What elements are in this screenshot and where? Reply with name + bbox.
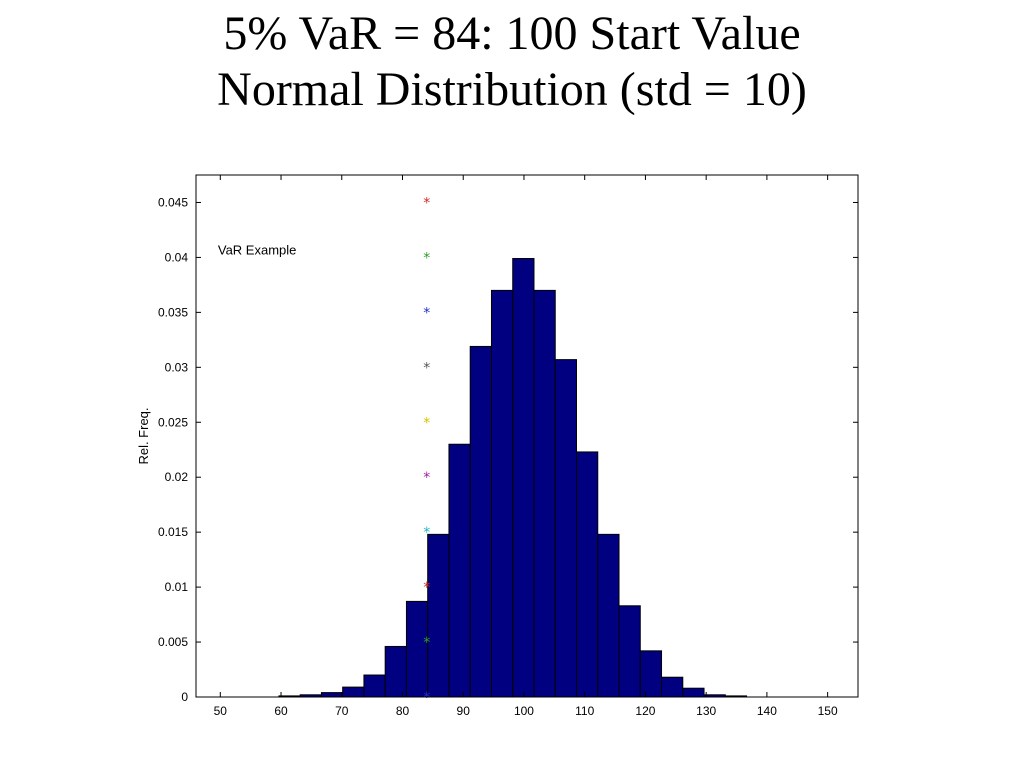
histogram-bar [661,676,684,698]
title-line-1: 5% VaR = 84: 100 Start Value [223,7,801,60]
chart-title: 5% VaR = 84: 100 Start Value Normal Dist… [0,0,1024,118]
var-marker-star: * [423,360,430,376]
histogram-bar [320,692,344,698]
y-tick-label: 0 [181,690,188,704]
histogram-bar [448,443,471,698]
histogram-bar [490,289,514,698]
var-marker-star: * [423,690,430,706]
var-marker-star: * [423,525,430,541]
y-tick-label: 0.04 [165,250,189,264]
y-tick-label: 0.025 [158,415,188,429]
histogram-bar [554,359,577,698]
histogram-bar [363,674,386,698]
annotation-label: VaR Example [218,242,297,257]
histogram-bar [682,687,705,698]
y-tick-label: 0.01 [165,580,189,594]
y-tick-label: 0.035 [158,305,188,319]
var-marker-star: * [423,415,430,431]
title-line-2: Normal Distribution (std = 10) [217,63,807,116]
var-marker-star: * [423,250,430,266]
x-tick-label: 80 [396,704,410,718]
var-marker-star: * [423,470,430,486]
x-tick-label: 150 [818,704,838,718]
histogram-bar [512,258,535,698]
histogram-bar [533,289,556,698]
x-tick-label: 110 [575,704,594,718]
x-tick-label: 120 [635,704,655,718]
histogram-bar [597,533,620,698]
y-axis: 0 0.005 0.01 0.015 0.02 0.025 0.03 0.035 0.04 0.0… [158,195,858,704]
histogram-bar [342,686,365,698]
x-tick-label: 70 [335,704,349,718]
x-tick-label: 100 [514,704,534,718]
y-tick-label: 0.03 [165,360,189,374]
y-tick-label: 0.045 [158,195,188,209]
histogram-bar [427,533,450,698]
x-axis: 50 60 70 80 90 100 110 120 130 140 150 [214,175,838,718]
var-marker-star: * [423,635,430,651]
bars-layer [278,258,748,698]
histogram-bar [469,345,492,698]
plot-frame [195,174,859,698]
x-tick-label: 50 [214,704,228,718]
x-tick-label: 90 [457,704,471,718]
var-markers-layer: * * * * * * * * * * [423,195,430,706]
y-tick-label: 0.02 [165,470,189,484]
y-axis-label: Rel. Freq. [136,407,151,464]
histogram-bar [618,605,641,698]
x-tick-label: 130 [696,704,716,718]
var-marker-star: * [423,305,430,321]
histogram-bar [384,645,407,698]
y-tick-label: 0.005 [158,635,188,649]
histogram-bar [639,650,663,698]
var-marker-star: * [423,580,430,596]
x-tick-label: 140 [757,704,777,718]
var-marker-star: * [423,195,430,211]
x-tick-label: 60 [274,704,288,718]
y-tick-label: 0.015 [158,525,188,539]
histogram-bar [575,451,599,698]
